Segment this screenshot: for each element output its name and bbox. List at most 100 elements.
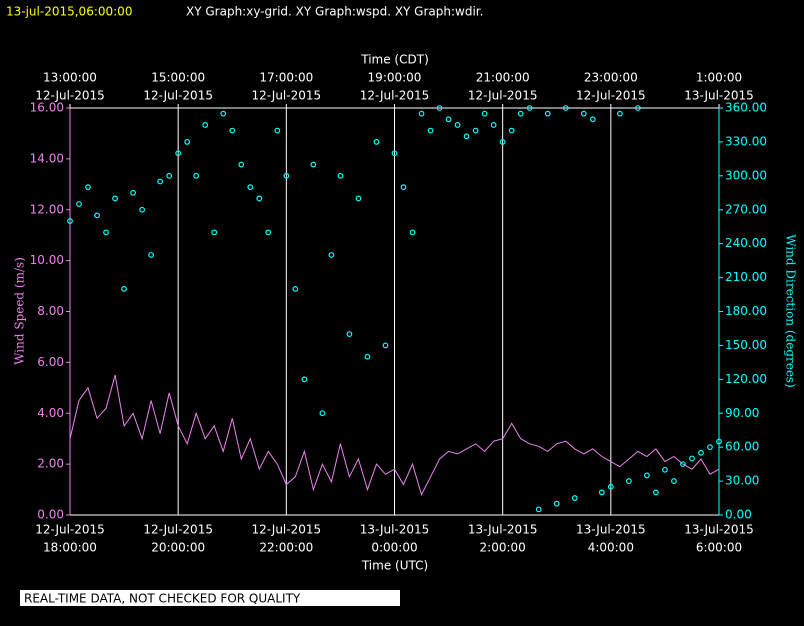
y-tick-label: 2.00 [37, 457, 64, 471]
speed-line [69, 374, 720, 496]
direction-point [166, 172, 173, 179]
x-tick-label: 6:00:00 [696, 541, 742, 555]
direction-point [607, 483, 614, 490]
x-axis-title: Time (UTC) [361, 559, 428, 573]
x-tick-label: 4:00:00 [588, 541, 634, 555]
y2-tick-label: 30.00 [725, 474, 759, 488]
direction-point [580, 110, 587, 117]
direction-point [445, 116, 452, 123]
x-tick-label: 22:00:00 [259, 541, 313, 555]
direction-point [418, 110, 425, 117]
x2-tick-label: 15:00:00 [151, 71, 205, 85]
y-tick-label: 12.00 [30, 202, 64, 216]
y2-tick-label: 240.00 [725, 236, 767, 250]
direction-point [130, 189, 136, 196]
direction-point [337, 172, 344, 179]
direction-point [148, 252, 155, 258]
direction-point [490, 122, 497, 128]
y2-tick-label: 0.00 [725, 508, 752, 522]
direction-point [698, 449, 704, 456]
direction-point [716, 438, 722, 445]
direction-point [653, 489, 659, 496]
y2-tick-label: 300.00 [725, 168, 767, 182]
direction-point [436, 105, 443, 111]
direction-point [256, 195, 263, 202]
x-tick-label: 0:00:00 [371, 541, 417, 555]
direction-point [391, 150, 398, 157]
direction-point [544, 110, 551, 117]
y2-tick-label: 210.00 [725, 270, 767, 284]
direction-point [643, 472, 650, 479]
direction-point [121, 285, 127, 292]
direction-point [472, 127, 479, 134]
direction-point [373, 139, 380, 145]
y2-tick-label: 60.00 [725, 440, 759, 454]
x2-tick-label: 1:00:00 [696, 71, 742, 85]
direction-point [589, 116, 596, 123]
direction-point [355, 195, 362, 202]
x-tick-label: 12-Jul-2015 [143, 523, 213, 537]
footer-box [20, 590, 400, 606]
direction-point [247, 184, 254, 191]
x2-tick-label: 21:00:00 [476, 71, 530, 85]
graph-names: XY Graph:xy-grid. XY Graph:wspd. XY Grap… [186, 5, 483, 19]
direction-point [364, 353, 371, 360]
x2-tick-label: 13-Jul-2015 [684, 89, 754, 103]
direction-point [220, 110, 227, 117]
direction-point [481, 110, 488, 117]
direction-point [85, 184, 91, 191]
y2-tick-label: 120.00 [725, 372, 767, 386]
direction-point [535, 506, 542, 513]
direction-point [76, 201, 82, 207]
direction-point [562, 105, 569, 111]
y-tick-label: 6.00 [37, 355, 64, 369]
direction-point [346, 331, 353, 338]
direction-point [499, 139, 506, 145]
direction-point [616, 110, 623, 117]
direction-point [634, 105, 641, 111]
x-tick-label: 2:00:00 [480, 541, 526, 555]
y2-axis-title: Wind Direction (degrees) [784, 234, 798, 388]
direction-point [112, 195, 118, 202]
y-axis-title: Wind Speed (m/s) [13, 257, 27, 365]
y-tick-label: 10.00 [30, 253, 64, 267]
direction-point [292, 285, 299, 292]
direction-point [283, 172, 290, 179]
y2-tick-label: 90.00 [725, 406, 759, 420]
y-tick-label: 14.00 [30, 151, 64, 165]
direction-point [310, 161, 317, 168]
x2-tick-label: 12-Jul-2015 [252, 89, 322, 103]
x-tick-label: 13-Jul-2015 [468, 523, 538, 537]
direction-point [409, 229, 416, 236]
direction-point [662, 466, 668, 473]
x2-tick-label: 12-Jul-2015 [360, 89, 430, 103]
direction-point [454, 122, 461, 128]
direction-point [184, 139, 191, 145]
x2-tick-label: 23:00:00 [584, 71, 638, 85]
direction-point [680, 461, 686, 468]
y2-tick-label: 270.00 [725, 202, 767, 216]
x-tick-label: 12-Jul-2015 [35, 523, 105, 537]
direction-point [94, 212, 100, 219]
direction-point [553, 500, 560, 507]
x-tick-label: 13-Jul-2015 [576, 523, 646, 537]
direction-point [193, 172, 200, 179]
x-tick-label: 13-Jul-2015 [684, 523, 754, 537]
x2-tick-label: 19:00:00 [368, 71, 422, 85]
direction-point [400, 184, 407, 191]
x2-tick-label: 13:00:00 [43, 71, 97, 85]
y2-tick-label: 360.00 [725, 101, 767, 115]
direction-point [139, 206, 146, 213]
direction-point [67, 218, 73, 224]
direction-point [463, 133, 470, 140]
timestamp: 13-jul-2015,06:00:00 [6, 5, 132, 19]
direction-point [103, 229, 109, 236]
direction-point [274, 127, 281, 134]
direction-point [427, 127, 434, 134]
direction-point [229, 127, 236, 134]
x-tick-label: 13-Jul-2015 [360, 523, 430, 537]
y-tick-label: 8.00 [37, 304, 64, 318]
x2-axis-title: Time (CDT) [360, 53, 429, 67]
